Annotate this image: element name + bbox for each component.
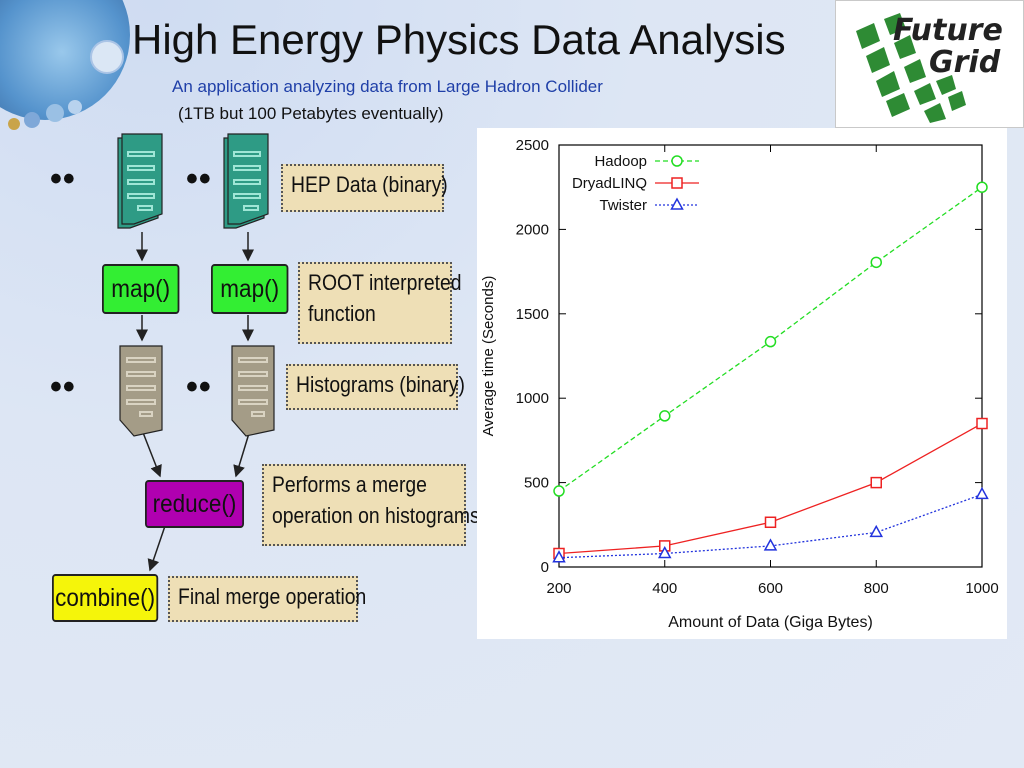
- legend-marker-twister: [670, 197, 684, 210]
- series-twister: [552, 486, 989, 563]
- arrow-reduce-to-combine: [147, 525, 166, 572]
- data-point-twister: [869, 524, 884, 538]
- data-point-hadoop: [870, 256, 882, 269]
- combine-box: combine(): [52, 574, 159, 622]
- y-tick-label: 2000: [516, 221, 549, 238]
- histogram-doc-2: [231, 345, 275, 437]
- data-point-twister: [763, 538, 778, 551]
- decor-bubble: [46, 104, 64, 122]
- note-merge-line2: operation on histograms: [272, 502, 480, 528]
- data-point-hadoop: [553, 485, 565, 497]
- chart-panel: 0 500 1000 1500 2000 2500 200 400 600 800 1000 Amou…: [477, 128, 1007, 639]
- diagram-connectors: [117, 133, 275, 572]
- hep-data-doc-2: [223, 133, 269, 229]
- data-point-twister: [975, 486, 989, 500]
- data-point-hadoop: [976, 181, 988, 193]
- data-point-dryadlinq: [976, 417, 988, 430]
- note-root-line2: function: [308, 300, 376, 326]
- note-root-function: ROOT interpreted function: [298, 262, 462, 344]
- data-point-dryadlinq: [764, 516, 777, 529]
- decor-bubble: [68, 100, 82, 114]
- reduce-box: reduce(): [145, 480, 244, 528]
- ellipsis-dots: ••: [50, 160, 76, 198]
- x-tick-label: 200: [546, 580, 571, 597]
- data-point-dryadlinq: [870, 476, 882, 489]
- series-hadoop: [553, 181, 988, 497]
- legend-marker-dryadlinq: [671, 177, 683, 189]
- y-tick-label: 2500: [516, 137, 549, 154]
- series-line-dryadlinq: [558, 422, 983, 555]
- logo-text-grid: Grid: [929, 45, 1001, 80]
- note-final-merge-text: Final merge operation: [178, 584, 367, 609]
- slide-subtitle: An application analyzing data from Large…: [172, 77, 603, 96]
- line-chart: 0 500 1000 1500 2000 2500 200 400 600 800 1000 Amou…: [480, 137, 999, 631]
- decor-bubble: [24, 112, 40, 128]
- note-merge-operation: Performs a merge operation on histograms: [262, 464, 480, 546]
- note-hep-data-text: HEP Data (binary): [291, 172, 448, 197]
- map-box-1: map(): [102, 264, 180, 314]
- legend-marker-hadoop: [671, 155, 683, 167]
- legend-label-hadoop: Hadoop: [594, 153, 647, 170]
- logo-grid-graphic: [856, 13, 966, 123]
- note-root-line1: ROOT interpreted: [308, 270, 462, 295]
- note-final-merge: Final merge operation: [168, 576, 366, 622]
- x-tick-label: 800: [864, 580, 889, 597]
- x-tick-label: 1000: [965, 580, 998, 597]
- note-hep-data: HEP Data (binary): [281, 164, 448, 212]
- y-tick-label: 0: [541, 559, 549, 576]
- data-point-hadoop: [659, 410, 671, 422]
- ellipsis-dots: ••: [186, 368, 212, 406]
- y-tick-label: 1500: [516, 306, 549, 323]
- x-tick-label: 600: [758, 580, 783, 597]
- histogram-doc-1: [119, 345, 163, 437]
- map-box-2: map(): [211, 264, 289, 314]
- series-dryadlinq: [553, 417, 988, 560]
- note-histograms: Histograms (binary): [286, 364, 465, 410]
- arrow-hist-to-reduce-1: [141, 429, 162, 478]
- note-merge-line1: Performs a merge: [272, 472, 427, 497]
- note-histograms-text: Histograms (binary): [296, 372, 465, 397]
- x-axis-label: Amount of Data (Giga Bytes): [668, 614, 873, 631]
- arrow-hist-to-reduce-2: [233, 429, 251, 478]
- y-axis-label: Average time (Seconds): [480, 276, 497, 437]
- legend-label-dryadlinq: DryadLINQ: [572, 175, 647, 192]
- ellipsis-dots: ••: [50, 368, 76, 406]
- y-tick-label: 1000: [516, 390, 549, 407]
- slide-subtitle-note: (1TB but 100 Petabytes eventually): [178, 104, 444, 123]
- decor-bubble: [90, 40, 124, 74]
- logo-text-future: Future: [893, 13, 1003, 48]
- x-tick-label: 400: [652, 580, 677, 597]
- data-point-twister: [657, 545, 672, 559]
- data-point-hadoop: [764, 335, 777, 348]
- data-point-twister: [552, 550, 566, 563]
- slide-title: High Energy Physics Data Analysis: [132, 16, 786, 63]
- y-tick-label: 500: [524, 475, 549, 492]
- decor-bubble: [8, 118, 20, 130]
- legend-label-twister: Twister: [599, 197, 647, 214]
- ellipsis-dots: ••: [186, 160, 212, 198]
- futuregrid-logo: Future Grid: [835, 0, 1024, 128]
- hep-data-doc-1: [117, 133, 163, 229]
